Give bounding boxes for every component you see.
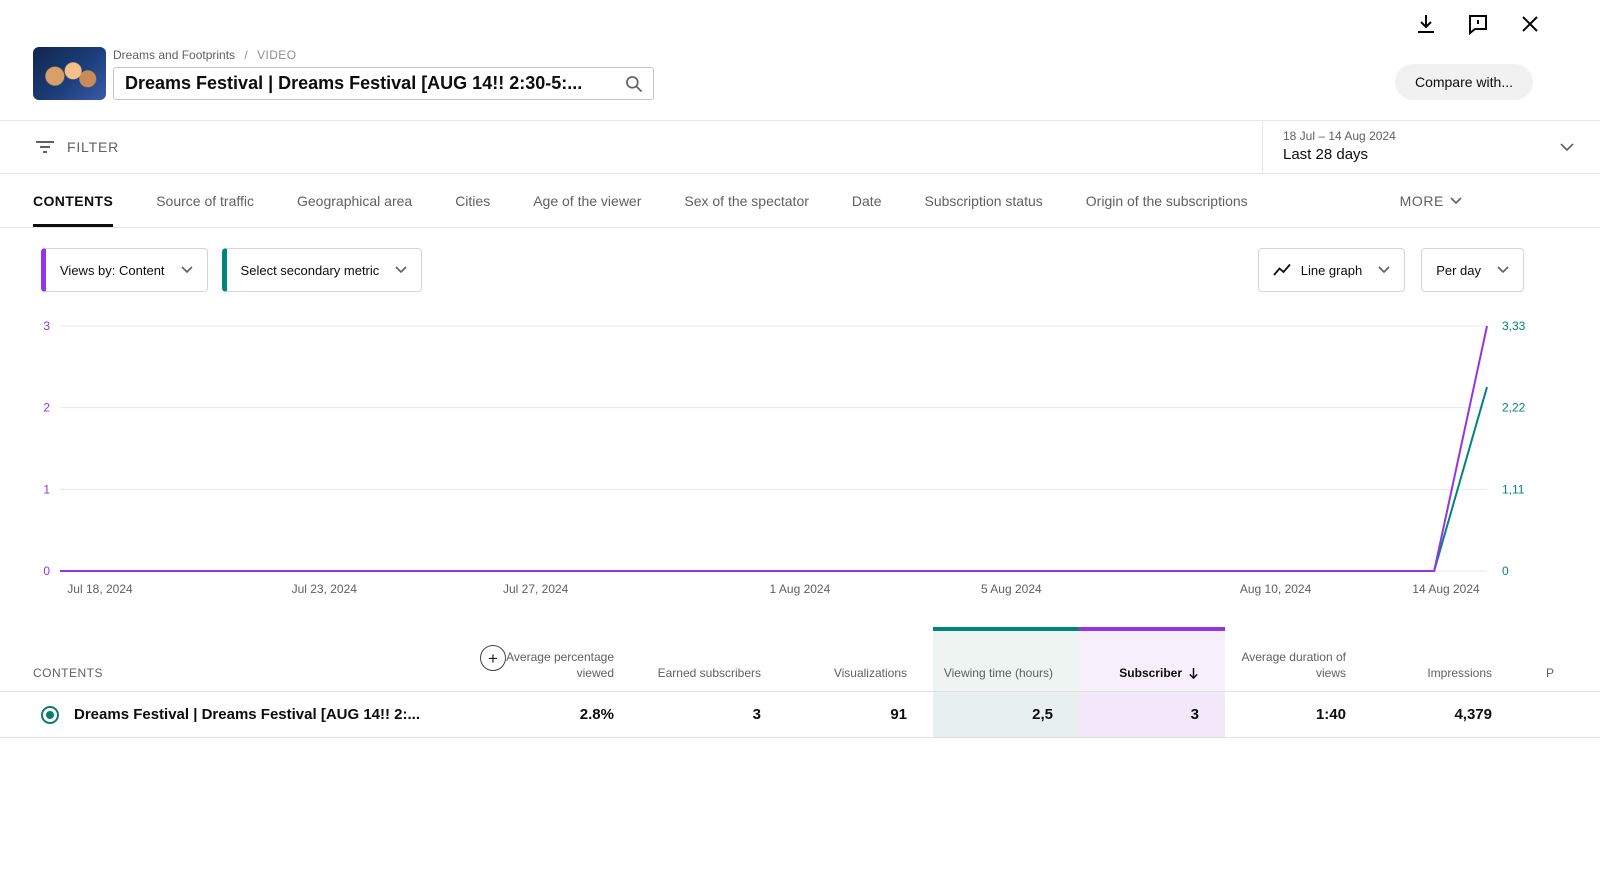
tab-sex-of-spectator[interactable]: Sex of the spectator (684, 192, 809, 209)
cell-cut-off (1518, 692, 1600, 737)
chevron-down-icon (1378, 266, 1390, 274)
col-visualizations[interactable]: Visualizations (833, 666, 907, 680)
col-average-duration-of-views[interactable]: Average duration of views (1241, 650, 1346, 680)
cell-subscriber: 3 (1079, 692, 1225, 737)
add-metric-button[interactable]: + (480, 645, 506, 671)
filter-bar: FILTER 18 Jul – 14 Aug 2024 Last 28 days (0, 120, 1600, 174)
svg-text:14 Aug 2024: 14 Aug 2024 (1412, 582, 1480, 596)
sort-descending-icon (1188, 667, 1199, 680)
tab-more[interactable]: MORE (1400, 174, 1462, 227)
breadcrumb-separator: / (244, 48, 248, 62)
window-actions (1414, 12, 1542, 36)
svg-text:2,22: 2,22 (1502, 401, 1526, 415)
chevron-down-icon (395, 266, 407, 274)
row-contents-cell: Dreams Festival | Dreams Festival [AUG 1… (0, 692, 493, 737)
svg-text:Aug 10, 2024: Aug 10, 2024 (1240, 582, 1312, 596)
svg-text:Jul 27, 2024: Jul 27, 2024 (503, 582, 569, 596)
row-video-title[interactable]: Dreams Festival | Dreams Festival [AUG 1… (74, 706, 421, 723)
filter-icon[interactable] (33, 135, 57, 159)
tab-age-of-viewer[interactable]: Age of the viewer (533, 192, 642, 209)
header: Dreams and Footprints / VIDEO Dreams Fes… (0, 0, 1600, 120)
tab-date[interactable]: Date (851, 192, 882, 209)
chevron-down-icon (180, 266, 193, 274)
download-icon[interactable] (1414, 12, 1438, 36)
date-range: 18 Jul – 14 Aug 2024 (1283, 129, 1396, 143)
cell-earned-subscribers: 3 (752, 706, 761, 723)
video-title-search-box[interactable]: Dreams Festival | Dreams Festival [AUG 1… (113, 67, 654, 100)
breadcrumb: Dreams and Footprints / VIDEO (113, 48, 296, 62)
secondary-metric-dropdown[interactable]: Select secondary metric (221, 248, 423, 292)
tab-contents[interactable]: CONTENTS (33, 174, 113, 227)
svg-text:1: 1 (43, 482, 50, 496)
date-preset: Last 28 days (1283, 146, 1369, 163)
report-tabs: CONTENTS Source of traffic Geographical … (0, 174, 1600, 228)
col-average-percentage-viewed[interactable]: Average percentage viewed (506, 650, 614, 680)
col-contents[interactable]: CONTENTS (33, 666, 103, 680)
cell-average-percentage-viewed: 2.8% (579, 706, 614, 723)
svg-text:1,11: 1,11 (1502, 482, 1525, 496)
filter-label[interactable]: FILTER (67, 139, 119, 155)
tab-geographical-area[interactable]: Geographical area (297, 192, 413, 209)
analytics-line-chart: 0 0 1 1,11 2 2,22 3 3,33 Jul 18, 2024 Jul 23, 202… (0, 314, 1600, 614)
svg-text:2: 2 (43, 401, 50, 415)
breadcrumb-type: VIDEO (257, 48, 297, 62)
close-icon[interactable] (1518, 12, 1542, 36)
video-title: Dreams Festival | Dreams Festival [AUG 1… (125, 73, 583, 93)
feedback-icon[interactable] (1466, 12, 1490, 36)
svg-text:3,33: 3,33 (1502, 319, 1526, 333)
col-subscriber[interactable]: Subscriber (1079, 627, 1225, 691)
breadcrumb-channel[interactable]: Dreams and Footprints (113, 48, 236, 62)
col-impressions[interactable]: Impressions (1427, 666, 1492, 680)
metrics-table: CONTENTS Average percentage viewed Earne… (0, 627, 1600, 738)
chevron-down-icon (1560, 143, 1574, 152)
compare-with-button[interactable]: Compare with... (1394, 64, 1533, 100)
cell-impressions: 4,379 (1454, 706, 1492, 723)
cell-average-duration: 1:40 (1315, 706, 1346, 723)
tab-origin-of-subscriptions[interactable]: Origin of the subscriptions (1085, 192, 1248, 209)
table-header-row: CONTENTS Average percentage viewed Earne… (0, 627, 1600, 692)
svg-text:Jul 23, 2024: Jul 23, 2024 (292, 582, 358, 596)
svg-text:1 Aug 2024: 1 Aug 2024 (770, 582, 831, 596)
col-earned-subscribers[interactable]: Earned subscribers (657, 666, 761, 680)
chart-type-dropdown[interactable]: Line graph (1257, 248, 1406, 292)
col-cut-off[interactable]: P (1546, 666, 1555, 680)
col-viewing-time[interactable]: Viewing time (hours) (933, 627, 1079, 691)
cell-viewing-time: 2,5 (933, 692, 1079, 737)
svg-text:0: 0 (1502, 564, 1509, 578)
line-graph-icon (1273, 262, 1291, 278)
search-icon[interactable] (624, 74, 644, 94)
chart-controls: Views by: Content Select secondary metri… (0, 248, 1600, 292)
row-selected-radio[interactable] (41, 705, 59, 724)
chevron-down-icon (1497, 266, 1509, 274)
table-row[interactable]: Dreams Festival | Dreams Festival [AUG 1… (0, 692, 1600, 738)
svg-text:5 Aug 2024: 5 Aug 2024 (981, 582, 1042, 596)
tab-subscription-status[interactable]: Subscription status (924, 192, 1043, 209)
svg-text:Jul 18, 2024: Jul 18, 2024 (67, 582, 133, 596)
primary-metric-dropdown[interactable]: Views by: Content (41, 248, 208, 292)
granularity-dropdown[interactable]: Per day (1421, 248, 1524, 292)
date-range-selector[interactable]: 18 Jul – 14 Aug 2024 Last 28 days (1262, 121, 1600, 173)
chart-canvas: 0 0 1 1,11 2 2,22 3 3,33 Jul 18, 2024 Jul 23, 202… (43, 319, 1526, 596)
tab-cities[interactable]: Cities (455, 192, 491, 209)
studio-analytics-page: Dreams and Footprints / VIDEO Dreams Fes… (0, 0, 1600, 738)
video-thumbnail[interactable] (33, 47, 106, 100)
chevron-down-icon (1450, 196, 1462, 205)
tab-source-of-traffic[interactable]: Source of traffic (156, 192, 254, 209)
cell-visualizations: 91 (890, 706, 907, 723)
svg-text:3: 3 (43, 319, 50, 333)
svg-text:0: 0 (43, 564, 50, 578)
